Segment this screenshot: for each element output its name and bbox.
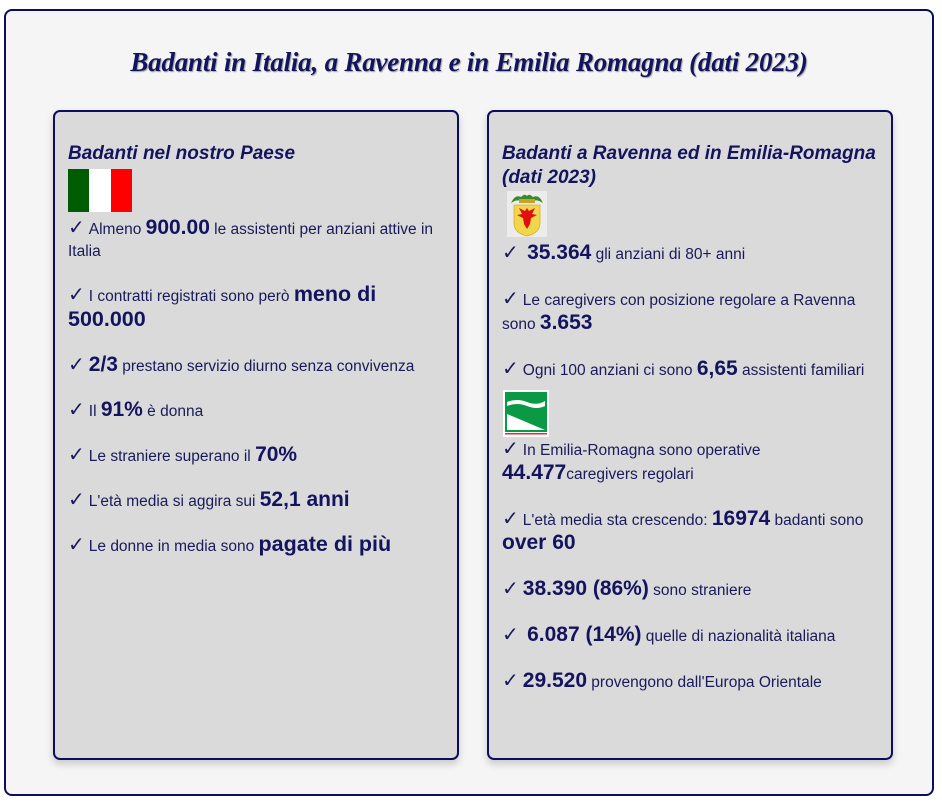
stat-item: ✓ 35.364 gli anziani di 80+ anni	[502, 240, 746, 264]
stat-item: ✓ Le straniere superano il 70%	[68, 442, 298, 466]
stat-item: ✓ Le donne in media sono pagate di più	[68, 532, 392, 556]
check-icon: ✓	[502, 576, 519, 600]
check-icon: ✓	[68, 487, 85, 511]
ravenna-emilia-romagna-card: Badanti a Ravenna ed in Emilia-Romagna (…	[487, 110, 893, 760]
check-icon: ✓	[68, 532, 85, 556]
emilia-romagna-flag-icon	[503, 390, 549, 437]
stat-item: ✓ 6.087 (14%) quelle di nazionalità ital…	[502, 622, 836, 646]
italy-card: Badanti nel nostro Paese ✓ Almeno 900.00 …	[53, 110, 459, 760]
stat-item: ✓ I contratti registrati sono però meno d…	[68, 282, 377, 331]
infographic-panel: Badanti in Italia, a Ravenna e in Emilia…	[4, 9, 934, 796]
check-icon: ✓	[502, 436, 519, 460]
check-icon: ✓	[68, 352, 85, 376]
check-icon: ✓	[502, 286, 519, 310]
stat-item: ✓ L'età media si aggira sui 52,1 anni	[68, 487, 350, 511]
stat-item: ✓ 2/3 prestano servizio diurno senza conv…	[68, 352, 415, 376]
stat-item: ✓ 29.520 provengono dall'Europa Orientale	[502, 668, 822, 692]
check-icon: ✓	[502, 240, 519, 264]
stat-item: ✓ Il 91% è donna	[68, 397, 204, 421]
check-icon: ✓	[502, 622, 519, 646]
stat-item: ✓ 38.390 (86%) sono straniere	[502, 576, 752, 600]
check-icon: ✓	[68, 215, 85, 239]
stat-item: ✓ Almeno 900.00 le assistenti per anziani…	[68, 215, 434, 260]
check-icon: ✓	[502, 668, 519, 692]
page-title: Badanti in Italia, a Ravenna e in Emilia…	[130, 47, 808, 77]
italy-flag-icon	[68, 169, 132, 212]
check-icon: ✓	[68, 397, 85, 421]
ravenna-card-title: Badanti a Ravenna ed in Emilia-Romagna (…	[502, 143, 876, 188]
check-icon: ✓	[68, 442, 85, 466]
stat-item: ✓ In Emilia-Romagna sono operative 44.477…	[502, 436, 761, 484]
check-icon: ✓	[68, 282, 85, 306]
ravenna-coat-of-arms-icon	[507, 191, 547, 237]
italy-card-title: Badanti nel nostro Paese	[68, 143, 296, 164]
stat-item: ✓ L'età media sta crescendo: 16974 badant…	[502, 506, 864, 554]
check-icon: ✓	[502, 506, 519, 530]
check-icon: ✓	[502, 356, 519, 380]
stat-item: ✓ Ogni 100 anziani ci sono 6,65 assistent…	[502, 356, 865, 380]
stat-item: ✓ Le caregivers con posizione regolare a …	[502, 286, 856, 334]
